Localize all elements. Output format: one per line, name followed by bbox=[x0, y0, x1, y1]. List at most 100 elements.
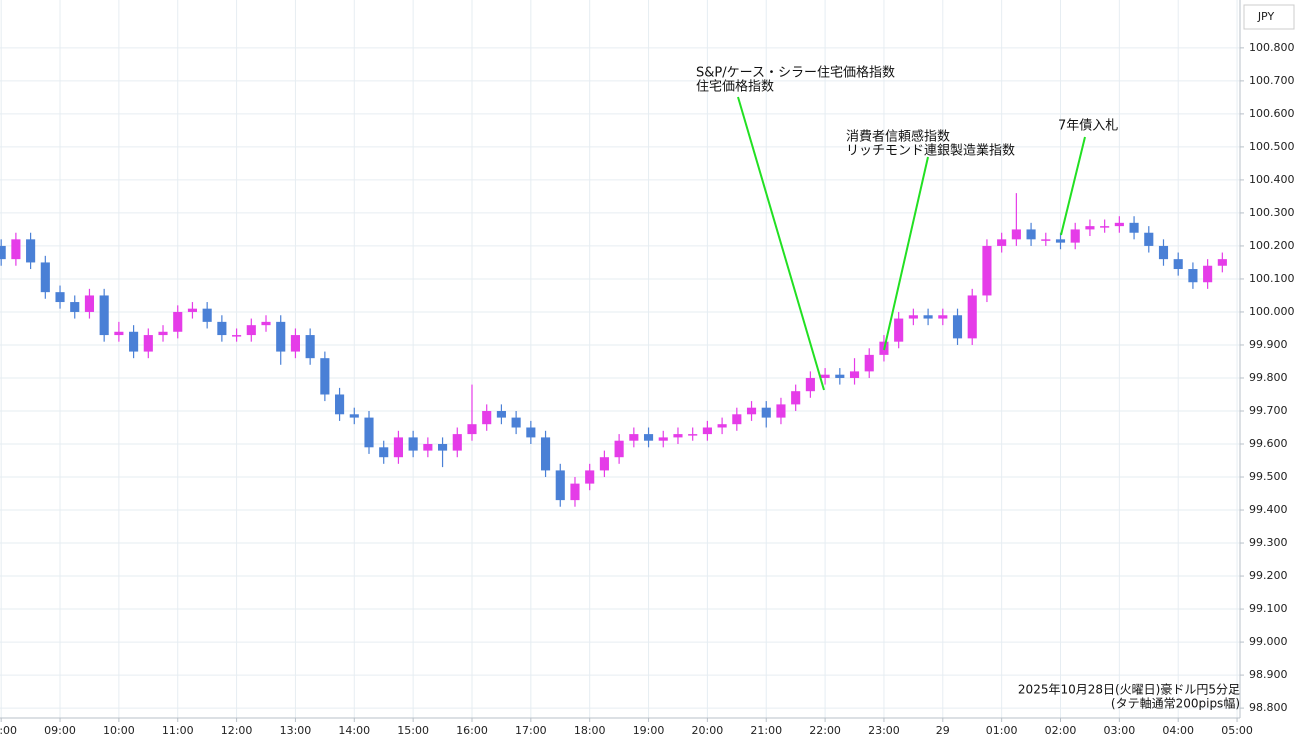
candle-body bbox=[482, 410, 492, 425]
candle-body bbox=[1055, 239, 1066, 243]
candle-body bbox=[849, 371, 860, 378]
candle-body bbox=[1173, 259, 1183, 270]
x-tick-label: 04:00 bbox=[1162, 724, 1194, 737]
y-tick-label: 98.900 bbox=[1249, 668, 1288, 681]
candle-body bbox=[717, 424, 727, 428]
candle-body bbox=[908, 315, 918, 319]
x-tick-label: 01:00 bbox=[986, 724, 1018, 737]
y-tick-label: 99.800 bbox=[1249, 371, 1288, 384]
candle-body bbox=[114, 331, 124, 336]
candle-body bbox=[952, 315, 963, 339]
candle-body bbox=[1158, 245, 1169, 260]
candle-body bbox=[997, 239, 1007, 246]
candle-body bbox=[805, 377, 815, 392]
x-tick-label: 16:00 bbox=[456, 724, 488, 737]
x-tick-label: 19:00 bbox=[633, 724, 665, 737]
candle-body bbox=[290, 335, 300, 352]
y-tick-label: 100.400 bbox=[1249, 173, 1295, 186]
candle-body bbox=[1011, 229, 1021, 240]
candle-body bbox=[702, 427, 712, 435]
candle-body bbox=[70, 302, 80, 312]
x-tick-label: 18:00 bbox=[574, 724, 606, 737]
candle-body bbox=[923, 315, 933, 319]
candle-body bbox=[894, 318, 904, 342]
x-tick-label: 08:00 bbox=[0, 724, 17, 737]
y-tick-label: 100.300 bbox=[1249, 206, 1295, 219]
candle-body bbox=[423, 444, 433, 451]
candle-body bbox=[938, 315, 948, 319]
annotation-text: リッチモンド連銀製造業指数 bbox=[846, 143, 1015, 159]
y-tick-label: 100.600 bbox=[1249, 107, 1295, 120]
candle-body bbox=[261, 321, 271, 326]
candle-body bbox=[1114, 222, 1124, 227]
y-tick-label: 99.400 bbox=[1249, 503, 1288, 516]
y-tick-label: 100.200 bbox=[1249, 239, 1295, 252]
candle-body bbox=[467, 424, 477, 435]
x-tick-label: 03:00 bbox=[1104, 724, 1136, 737]
candle-body bbox=[614, 440, 624, 458]
y-tick-label: 100.700 bbox=[1249, 74, 1295, 87]
footnote: (タテ軸通常200pips幅) bbox=[1111, 696, 1240, 711]
annotation-text: 住宅価格指数 bbox=[696, 79, 774, 95]
x-tick-label: 11:00 bbox=[162, 724, 194, 737]
x-tick-label: 21:00 bbox=[750, 724, 782, 737]
candle-body bbox=[1203, 265, 1213, 283]
y-tick-label: 99.200 bbox=[1249, 569, 1288, 582]
candle-body bbox=[511, 417, 521, 428]
candle-body bbox=[1070, 229, 1080, 243]
x-tick-label: 22:00 bbox=[809, 724, 841, 737]
x-tick-label: 15:00 bbox=[397, 724, 429, 737]
y-tick-label: 99.900 bbox=[1249, 338, 1288, 351]
y-tick-label: 100.100 bbox=[1249, 272, 1295, 285]
unit-box bbox=[1243, 4, 1295, 30]
y-tick-label: 100.500 bbox=[1249, 140, 1295, 153]
candle-body bbox=[599, 457, 609, 471]
x-tick-label: 20:00 bbox=[692, 724, 724, 737]
y-tick-label: 99.100 bbox=[1249, 602, 1288, 615]
candle-body bbox=[393, 437, 403, 458]
candle-body bbox=[835, 374, 845, 378]
annotation-line bbox=[737, 96, 825, 391]
candle-body bbox=[40, 262, 50, 293]
candle-body bbox=[982, 245, 992, 296]
candle-body bbox=[84, 295, 95, 312]
candle-body bbox=[526, 427, 536, 438]
x-tick-label: 23:00 bbox=[868, 724, 900, 737]
candle-body bbox=[217, 321, 227, 336]
x-tick-label: 14:00 bbox=[338, 724, 370, 737]
candle-body bbox=[1144, 232, 1154, 246]
candles bbox=[0, 193, 1227, 507]
grid bbox=[0, 0, 1240, 718]
candle-body bbox=[1188, 269, 1198, 283]
candle-body bbox=[11, 239, 21, 260]
y-tick-label: 99.500 bbox=[1249, 470, 1288, 483]
candle-body bbox=[673, 434, 683, 438]
candle-body bbox=[776, 404, 786, 418]
candle-body bbox=[864, 354, 874, 372]
y-tick-label: 98.800 bbox=[1249, 701, 1288, 714]
candle-body bbox=[555, 470, 565, 501]
annotation-line bbox=[883, 156, 929, 351]
candle-body bbox=[452, 434, 462, 451]
annotation-line bbox=[1060, 136, 1086, 236]
x-tick-label: 05:00 bbox=[1221, 724, 1253, 737]
candle-body bbox=[629, 434, 639, 441]
candle-body bbox=[364, 417, 374, 448]
candle-body bbox=[1217, 259, 1227, 266]
candle-body bbox=[746, 407, 757, 415]
candle-body bbox=[173, 311, 183, 332]
candle-body bbox=[540, 437, 551, 471]
annotation-text: S&P/ケース・シラー住宅価格指数 bbox=[696, 65, 895, 81]
candle-body bbox=[158, 331, 168, 336]
candle-body bbox=[585, 470, 595, 484]
candle-body bbox=[0, 245, 6, 260]
candle-body bbox=[202, 308, 212, 322]
y-tick-label: 100.800 bbox=[1249, 41, 1295, 54]
x-tick-label: 10:00 bbox=[103, 724, 135, 737]
candle-body bbox=[791, 391, 801, 405]
y-tick-label: 100.000 bbox=[1249, 305, 1295, 318]
candle-body bbox=[820, 374, 830, 378]
unit-label: JPY bbox=[1257, 10, 1275, 23]
